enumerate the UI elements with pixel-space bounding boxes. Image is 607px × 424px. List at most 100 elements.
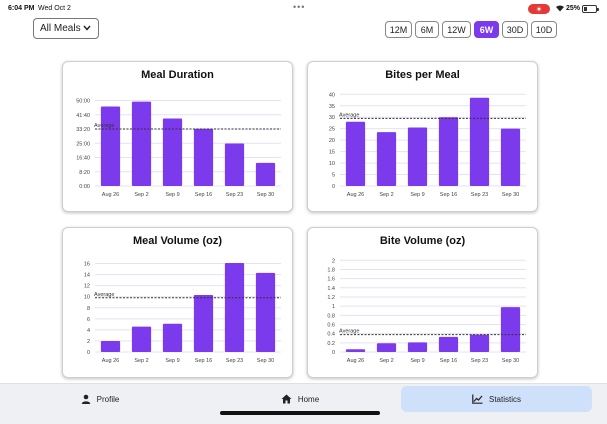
y-tick-label: 0.4 — [327, 332, 335, 338]
y-tick-label: 1 — [332, 304, 335, 310]
chevron-down-icon — [83, 25, 91, 31]
y-tick-label: 41:40 — [76, 113, 90, 119]
bar[interactable] — [162, 118, 183, 186]
y-tick-label: 14 — [84, 273, 90, 279]
range-30d-button[interactable]: 30D — [502, 21, 528, 38]
y-tick-label: 0.8 — [327, 313, 335, 319]
bar[interactable] — [345, 121, 366, 186]
meal-filter-dropdown[interactable]: All Meals — [33, 18, 99, 39]
y-tick-label: 1.6 — [327, 277, 335, 283]
y-tick-label: 5 — [332, 173, 335, 179]
x-tick-label: Sep 2 — [379, 192, 393, 198]
home-icon — [281, 394, 292, 404]
tab-label: Statistics — [488, 394, 521, 404]
x-tick-label: Sep 23 — [471, 192, 488, 198]
y-tick-label: 25:00 — [76, 141, 90, 147]
bar[interactable] — [255, 162, 276, 186]
range-12w-button[interactable]: 12W — [442, 21, 471, 38]
y-tick-label: 35 — [329, 104, 335, 110]
screen-recording-icon — [528, 4, 550, 14]
meal-duration-chart: 0:00 8:20 16:40 25:00 33:20 41:40 50:00 Aug 26 S… — [76, 99, 281, 198]
bar[interactable] — [345, 349, 366, 352]
bar[interactable] — [407, 127, 428, 186]
bar[interactable] — [500, 128, 521, 186]
bar[interactable] — [162, 323, 183, 352]
bar[interactable] — [438, 336, 459, 352]
bar[interactable] — [469, 97, 490, 186]
x-tick-label: Sep 23 — [226, 192, 243, 198]
range-12m-button[interactable]: 12M — [385, 21, 412, 38]
y-tick-label: 25 — [329, 127, 335, 133]
x-tick-label: Sep 30 — [502, 192, 519, 198]
y-tick-label: 12 — [84, 284, 90, 290]
chart-title: Bites per Meal — [385, 69, 460, 81]
y-tick-label: 16:40 — [76, 156, 90, 162]
bar[interactable] — [131, 326, 152, 352]
meal-filter-label: All Meals — [40, 23, 81, 34]
y-tick-label: 4 — [87, 328, 90, 334]
y-tick-label: 10 — [84, 295, 90, 301]
home-indicator[interactable] — [220, 411, 380, 415]
bar[interactable] — [224, 143, 245, 186]
y-tick-label: 0:00 — [79, 184, 90, 190]
x-tick-label: Sep 23 — [471, 358, 488, 364]
bar[interactable] — [100, 340, 121, 352]
y-tick-label: 33:20 — [76, 127, 90, 133]
x-tick-label: Aug 26 — [102, 358, 119, 364]
average-label: Average — [94, 292, 114, 298]
bar[interactable] — [193, 128, 214, 186]
x-tick-label: Sep 9 — [410, 358, 424, 364]
range-6w-button[interactable]: 6W — [474, 21, 499, 38]
x-tick-label: Sep 9 — [165, 192, 179, 198]
bar[interactable] — [255, 272, 276, 352]
chart-title: Meal Volume (oz) — [132, 235, 223, 247]
range-10d-button[interactable]: 10D — [531, 21, 557, 38]
y-tick-label: 0 — [332, 350, 335, 356]
bar[interactable] — [376, 132, 397, 186]
x-tick-label: Sep 30 — [502, 358, 519, 364]
y-tick-label: 30 — [329, 115, 335, 121]
x-tick-label: Sep 16 — [440, 358, 457, 364]
battery-icon — [582, 5, 599, 13]
average-label: Average — [339, 329, 359, 335]
tab-label: Profile — [96, 394, 120, 404]
y-tick-label: 40 — [329, 92, 335, 98]
bar[interactable] — [100, 106, 121, 186]
bar[interactable] — [131, 101, 152, 186]
x-tick-label: Sep 30 — [257, 192, 274, 198]
bar[interactable] — [224, 262, 245, 352]
tab-label: Home — [297, 394, 320, 404]
bar[interactable] — [376, 343, 397, 352]
y-tick-label: 2 — [87, 339, 90, 345]
status-bar: 6:04 PM Wed Oct 2 ••• 25% — [0, 0, 607, 18]
y-tick-label: 1.4 — [327, 286, 335, 292]
y-tick-label: 50:00 — [76, 99, 90, 105]
tab-statistics[interactable]: Statistics — [401, 386, 592, 412]
x-tick-label: Aug 26 — [102, 192, 119, 198]
tab-profile[interactable]: Profile — [0, 386, 200, 412]
y-tick-label: 0.2 — [327, 341, 335, 347]
average-label: Average — [94, 123, 114, 129]
status-date: Wed Oct 2 — [38, 5, 71, 12]
x-tick-label: Sep 16 — [195, 358, 212, 364]
bar[interactable] — [193, 295, 214, 352]
x-tick-label: Sep 16 — [195, 192, 212, 198]
x-tick-label: Sep 23 — [226, 358, 243, 364]
x-tick-label: Aug 26 — [347, 192, 364, 198]
bar[interactable] — [500, 307, 521, 352]
bar[interactable] — [469, 334, 490, 352]
person-icon — [81, 394, 90, 404]
y-tick-label: 8 — [87, 306, 90, 312]
tab-home[interactable]: Home — [200, 386, 400, 412]
average-label: Average — [339, 112, 359, 118]
x-tick-label: Sep 2 — [134, 358, 148, 364]
bar[interactable] — [438, 117, 459, 186]
x-tick-label: Aug 26 — [347, 358, 364, 364]
bar[interactable] — [407, 342, 428, 352]
multitasking-dots-icon[interactable]: ••• — [293, 2, 306, 12]
bite-volume-chart: 0 0.2 0.4 0.6 0.8 1 1.2 1.4 1.6 1.8 2 Aug 26 Sep 2 Se… — [327, 258, 526, 364]
x-tick-label: Sep 30 — [257, 358, 274, 364]
range-6m-button[interactable]: 6M — [415, 21, 439, 38]
x-tick-label: Sep 9 — [165, 358, 179, 364]
bites-per-meal-chart: 0 5 10 15 20 25 30 35 40 Aug 26 Sep 2 Sep 9 Sep 16 Se… — [329, 92, 526, 198]
